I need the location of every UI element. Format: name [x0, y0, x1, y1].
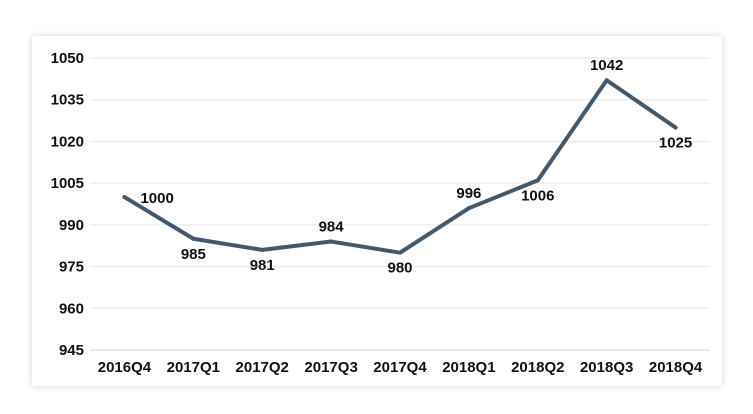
x-tick-label: 2018Q4: [649, 359, 703, 376]
y-tick-label: 1005: [51, 175, 84, 192]
data-point: [398, 250, 402, 255]
data-label: 981: [250, 257, 275, 274]
data-label: 1042: [590, 57, 623, 74]
data-label: 996: [456, 185, 481, 202]
y-tick-label: 990: [59, 217, 84, 234]
grid-lines: [90, 57, 710, 351]
data-labels: 1000 985 981 984 980 996 1006 1042 1025: [140, 57, 692, 276]
data-label: 1006: [521, 187, 554, 204]
data-point: [535, 178, 540, 183]
data-point: [466, 206, 471, 211]
y-tick-label: 1050: [51, 50, 84, 67]
x-tick-label: 2016Q4: [98, 359, 152, 376]
data-label: 1025: [659, 135, 692, 152]
chart-card: 945 960 975 990 1005 1020 1035 1050 2016Q4 2017Q…: [32, 36, 722, 386]
x-tick-label: 2018Q1: [442, 359, 495, 376]
data-point: [191, 236, 196, 241]
data-point: [673, 125, 678, 130]
line-chart: 945 960 975 990 1005 1020 1035 1050 2016Q4 2017Q…: [51, 50, 710, 376]
data-label: 984: [319, 219, 345, 236]
x-tick-label: 2017Q3: [304, 359, 357, 376]
x-axis-ticks: 2016Q4 2017Q1 2017Q2 2017Q3 2017Q4 2018Q1 2018…: [98, 359, 703, 376]
data-label: 985: [181, 246, 206, 263]
data-point: [604, 78, 609, 83]
series-line: [122, 78, 678, 255]
y-tick-label: 1020: [51, 133, 84, 150]
x-tick-label: 2018Q3: [580, 359, 633, 376]
y-tick-label: 960: [59, 300, 84, 317]
data-label: 980: [387, 260, 412, 277]
x-tick-label: 2017Q2: [236, 359, 289, 376]
y-tick-label: 1035: [51, 92, 84, 109]
x-tick-label: 2017Q1: [167, 359, 220, 376]
x-tick-label: 2018Q2: [511, 359, 564, 376]
y-axis-ticks: 945 960 975 990 1005 1020 1035 1050: [51, 50, 84, 359]
y-tick-label: 975: [59, 259, 84, 276]
data-point: [122, 195, 127, 200]
series-layer: [122, 78, 678, 255]
data-point: [329, 239, 334, 244]
x-tick-label: 2017Q4: [373, 359, 427, 376]
y-tick-label: 945: [59, 342, 84, 359]
data-label: 1000: [140, 190, 173, 207]
data-point: [260, 247, 265, 252]
